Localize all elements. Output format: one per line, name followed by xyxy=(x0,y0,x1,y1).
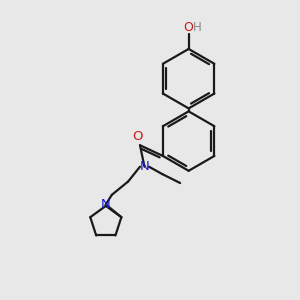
Text: H: H xyxy=(193,21,202,34)
Text: N: N xyxy=(140,160,149,173)
Text: N: N xyxy=(101,198,111,211)
Text: O: O xyxy=(132,130,142,143)
Text: O: O xyxy=(183,21,193,34)
